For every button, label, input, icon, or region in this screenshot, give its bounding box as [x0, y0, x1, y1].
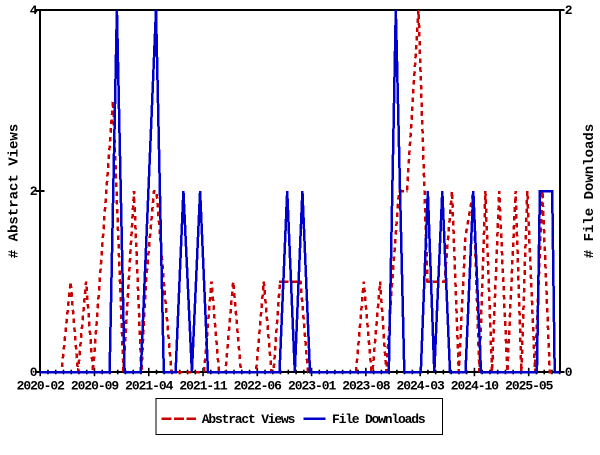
svg-text:0: 0 — [30, 365, 38, 380]
svg-text:4: 4 — [30, 3, 38, 18]
svg-text:2024-03: 2024-03 — [397, 379, 446, 394]
svg-text:2025-05: 2025-05 — [505, 379, 554, 394]
svg-text:2020-09: 2020-09 — [71, 379, 120, 394]
svg-text:# File Downloads: # File Downloads — [582, 124, 598, 258]
svg-text:2020-02: 2020-02 — [17, 379, 66, 394]
svg-text:2024-10: 2024-10 — [451, 379, 500, 394]
svg-text:# Abstract Views: # Abstract Views — [7, 124, 23, 258]
svg-text:Abstract Views: Abstract Views — [202, 412, 296, 427]
svg-text:2: 2 — [565, 3, 573, 18]
svg-text:File Downloads: File Downloads — [332, 412, 426, 427]
svg-text:2023-01: 2023-01 — [288, 379, 337, 394]
svg-text:2022-06: 2022-06 — [234, 379, 283, 394]
svg-text:2021-11: 2021-11 — [179, 379, 228, 394]
svg-text:2021-04: 2021-04 — [125, 379, 174, 394]
svg-text:0: 0 — [565, 365, 573, 380]
svg-text:2: 2 — [30, 184, 38, 199]
svg-text:2023-08: 2023-08 — [342, 379, 391, 394]
